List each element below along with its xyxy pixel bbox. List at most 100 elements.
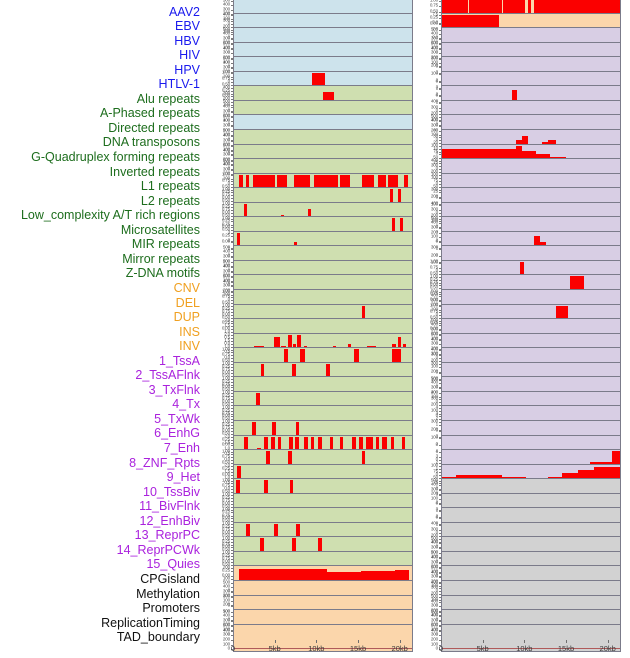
y-tick-label: 1: [435, 421, 439, 427]
track-label-inv: INV: [179, 339, 200, 354]
y-tick-label: 0: [435, 500, 439, 506]
y-tick-label: 100: [430, 462, 438, 468]
y-tick-label: 0.50: [221, 387, 230, 392]
y-tick-label: 1.00: [221, 171, 230, 177]
y-axis-left: 0.0 0.5 1.0 1.5 2.0: [207, 332, 233, 361]
y-tick-label: 0.50: [221, 314, 230, 320]
y-tick-label: 500: [430, 477, 438, 483]
y-axis-right: 0 100 200 300 400 500: [415, 376, 441, 404]
y-tick-label: 400: [430, 390, 438, 396]
y-tick-label: 100: [430, 538, 438, 544]
y-tick-label: 300: [222, 108, 230, 114]
y-tick-label: 0: [227, 180, 231, 186]
y-tick-label: 0.00: [221, 325, 230, 331]
x-tick: [316, 640, 318, 644]
y-tick-label: 300: [430, 486, 438, 492]
y-tick-label: 0: [435, 180, 439, 186]
y-axis-left: 0.00 0.25 0.50 0.75 1.00: [207, 70, 233, 99]
y-tick-label: 20: [433, 139, 438, 145]
y-tick-label: 0: [435, 427, 439, 433]
y-tick-label: 0.75: [221, 381, 230, 387]
y-tick-label: 100: [222, 15, 230, 21]
track-label-l2-repeats: L2 repeats: [140, 193, 200, 208]
y-tick-label: 400: [430, 612, 438, 618]
y-tick-label: 0.50: [221, 357, 230, 363]
y-tick-label: 500: [430, 288, 438, 294]
y-tick-label: 0.25: [221, 189, 230, 195]
track-panel-left[interactable]: 0.0 0.5 1.0 1.5 2.0: [224, 434, 413, 463]
y-tick-label: 0.00: [221, 514, 230, 520]
y-tick-label: 500: [430, 622, 438, 628]
y-axis-left: 0 100 200 300 400: [207, 12, 233, 41]
y-axis-right: 0 100 200 300 400 500: [415, 27, 441, 55]
track-label-1-tssa: 1_TssA: [159, 353, 200, 368]
y-tick-label: 500: [430, 40, 438, 46]
y-tick-label: 300: [222, 617, 230, 623]
y-tick-label: 500: [430, 550, 438, 556]
y-tick-label: 300: [430, 419, 438, 425]
data-bar: [284, 349, 288, 373]
y-tick-label: 500: [222, 55, 230, 61]
y-tick-label: 200: [430, 127, 438, 133]
y-tick-label: 100: [222, 277, 230, 283]
y-tick-label: 200: [430, 368, 438, 374]
y-tick-label: 0.25: [221, 523, 230, 529]
y-tick-label: 1.5: [224, 439, 230, 445]
y-axis-left: 0.00 0.25 0.50 0.75 1.00: [207, 420, 233, 448]
y-tick-label: 100: [222, 117, 230, 123]
y-tick-label: 1.00: [429, 273, 438, 279]
y-tick-label: 0: [227, 78, 231, 84]
y-axis-right: 0.0 2.5 5.0 7.5: [415, 12, 441, 41]
track-label-tad-boundary: TAD_boundary: [116, 630, 200, 645]
y-tick-label: 1: [435, 507, 439, 513]
y-tick-label: 25: [433, 159, 438, 165]
data-bar: [260, 538, 264, 562]
y-tick-label: 0: [227, 20, 231, 26]
y-tick-label: 0: [435, 136, 439, 142]
y-tick-label: 200: [222, 96, 230, 101]
y-tick-label: 200: [430, 549, 438, 555]
track-label-mir-repeats: MIR repeats: [131, 237, 200, 252]
y-tick-label: 500: [222, 113, 230, 119]
data-bar: [354, 349, 359, 373]
y-tick-label: 0.75: [221, 454, 230, 459]
y-tick-label: 0.25: [221, 305, 230, 311]
data-bar: [398, 189, 401, 213]
track-label-hbv: HBV: [174, 33, 200, 48]
y-tick-label: 2.0: [224, 317, 230, 323]
y-tick-label: 0: [435, 209, 439, 215]
y-tick-label: 75: [433, 148, 438, 154]
y-tick-label: 500: [430, 564, 438, 570]
y-tick-label: 300: [430, 360, 438, 366]
y-tick-label: 500: [223, 0, 230, 3]
y-tick-label: 400: [222, 132, 230, 138]
y-tick-label: 300: [430, 573, 438, 579]
x-tick-label: 10kb: [308, 644, 325, 654]
y-tick-label: 400: [430, 220, 438, 226]
y-tick-label: 300: [222, 268, 230, 274]
y-tick-label: 400: [430, 481, 438, 487]
y-axis-right: 0 100 200 300: [415, 187, 441, 215]
y-axis-right: 0 100 200 300 400: [415, 201, 441, 230]
y-tick-label: 400: [430, 554, 438, 560]
data-bar: [274, 523, 278, 547]
y-tick-label: 40: [433, 128, 438, 134]
y-tick-label: 0.75: [429, 2, 438, 8]
y-axis-right: 0 100 200 300 400 500: [415, 536, 441, 564]
y-axis-left: 0.00 0.25 0.50 0.75 1.00: [207, 449, 233, 477]
y-tick-label: 0.75: [221, 424, 230, 430]
x-tick: [358, 640, 359, 644]
y-tick-label: 0.25: [429, 320, 438, 325]
y-tick-label: 500: [430, 535, 438, 541]
y-tick-label: 100: [430, 407, 438, 413]
y-tick-label: 0.25: [221, 392, 230, 398]
x-tick-label: 15kb: [557, 644, 575, 654]
y-tick-label: 400: [222, 263, 230, 269]
y-tick-label: 300: [430, 206, 438, 212]
y-tick-label: 500: [222, 142, 230, 148]
y-tick-label: 500: [222, 99, 230, 105]
y-tick-label: 300: [222, 90, 230, 96]
